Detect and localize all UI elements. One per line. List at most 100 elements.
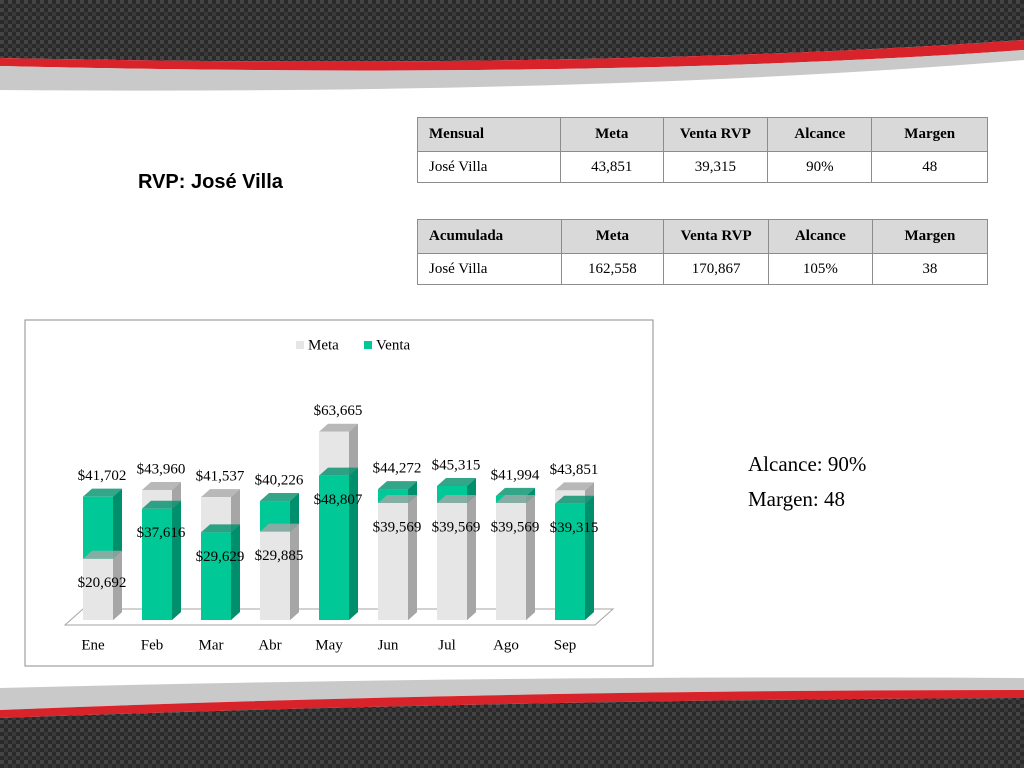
header-cell: Meta [560,219,665,254]
cell: 170,867 [663,253,769,285]
bar-top [378,494,417,503]
data-label: $45,315 [432,457,481,473]
cell: 105% [767,253,873,285]
header-cell: Venta RVP [662,117,769,152]
data-label: $41,537 [196,469,245,485]
cell: 38 [871,253,989,285]
data-label: $39,569 [491,519,540,535]
bar [378,502,408,620]
header-cell: Mensual [417,117,561,152]
bar-top [260,493,299,502]
header-cell: Margen [871,219,989,254]
note: Margen: 48 [748,487,846,511]
cell: 43,851 [559,151,664,183]
footer-band [0,698,1024,768]
header-cell: Alcance [767,117,873,152]
x-tick-label: Mar [199,637,224,653]
data-label: $40,226 [255,472,304,488]
bar [201,532,231,620]
header-cell: Acumulada [417,219,562,254]
data-label: $48,807 [314,492,363,508]
header-band [0,0,1024,62]
x-tick-label: Sep [554,637,577,653]
bar-side [172,500,181,620]
header-stripe [0,40,1024,71]
bar-side [585,495,594,620]
row: José Villa 162,558 170,867 105% 38 [417,253,989,285]
bar-side [113,550,122,620]
bar [83,558,113,620]
header-cell: Venta RVP [663,219,769,254]
data-label: $41,994 [491,467,540,483]
bar-side [290,523,299,620]
bar-side [467,494,476,620]
bar-top [378,481,417,490]
data-label: $29,885 [255,548,304,564]
data-label: $37,616 [137,525,186,541]
footer-stripe [0,690,1024,718]
bar-top [260,523,299,532]
bar-top [201,524,240,533]
cell: 162,558 [560,253,665,285]
bar-top [83,550,122,559]
row: José Villa 43,851 39,315 90% 48 [417,151,988,183]
x-tick-label: Ago [493,637,519,653]
header-row: Mensual Meta Venta RVP Alcance Margen [417,117,988,152]
bar-top [319,467,358,476]
bar [319,475,349,620]
cell: 39,315 [662,151,769,183]
bar-top [437,494,476,503]
data-label: $29,629 [196,549,245,565]
x-tick-label: Ene [81,637,105,653]
legend-swatch [364,341,372,349]
note: Alcance: 90% [748,452,867,476]
header-cell: Margen [871,117,988,152]
x-tick-label: Jul [438,637,456,653]
bar-side [408,494,417,620]
cell: José Villa [417,151,561,183]
header-cell: Alcance [767,219,873,254]
cell: José Villa [417,253,562,285]
data-label: $41,702 [78,468,127,484]
bar [142,508,172,620]
header-cell: Meta [559,117,664,152]
bar-side [231,524,240,620]
slide-title: RVP: José Villa [138,171,283,193]
data-label: $39,315 [550,520,599,536]
data-label: $39,569 [432,519,481,535]
bar [555,503,585,620]
bar-side [526,494,535,620]
cell: 90% [767,151,873,183]
bar-side [349,467,358,620]
legend-label: Meta [308,337,339,353]
bar-top [83,488,122,497]
data-label: $63,665 [314,403,363,419]
x-tick-label: Jun [378,637,399,653]
bar-top [142,482,181,491]
data-label: $43,960 [137,461,186,477]
bar-top [319,423,358,432]
x-tick-label: Feb [141,637,164,653]
data-label: $39,569 [373,519,422,535]
legend-swatch [296,341,304,349]
legend-label: Venta [376,337,410,353]
bar-top [142,500,181,509]
bar-top [555,495,594,504]
bar [437,502,467,620]
bar-top [437,477,476,486]
data-label: $44,272 [373,461,422,477]
data-label: $43,851 [550,462,599,478]
bar [260,531,290,620]
header-row: Acumulada Meta Venta RVP Alcance Margen [417,219,989,254]
x-tick-label: Abr [258,637,281,653]
cell: 48 [871,151,988,183]
bar [496,502,526,620]
bar-top [201,489,240,498]
data-label: $20,692 [78,575,127,591]
bar-top [555,482,594,491]
header-swoosh [0,50,1024,91]
footer-swoosh [0,677,1024,710]
bar-top [496,494,535,503]
data-table: Acumulada Meta Venta RVP Alcance Margen José … [417,219,989,285]
